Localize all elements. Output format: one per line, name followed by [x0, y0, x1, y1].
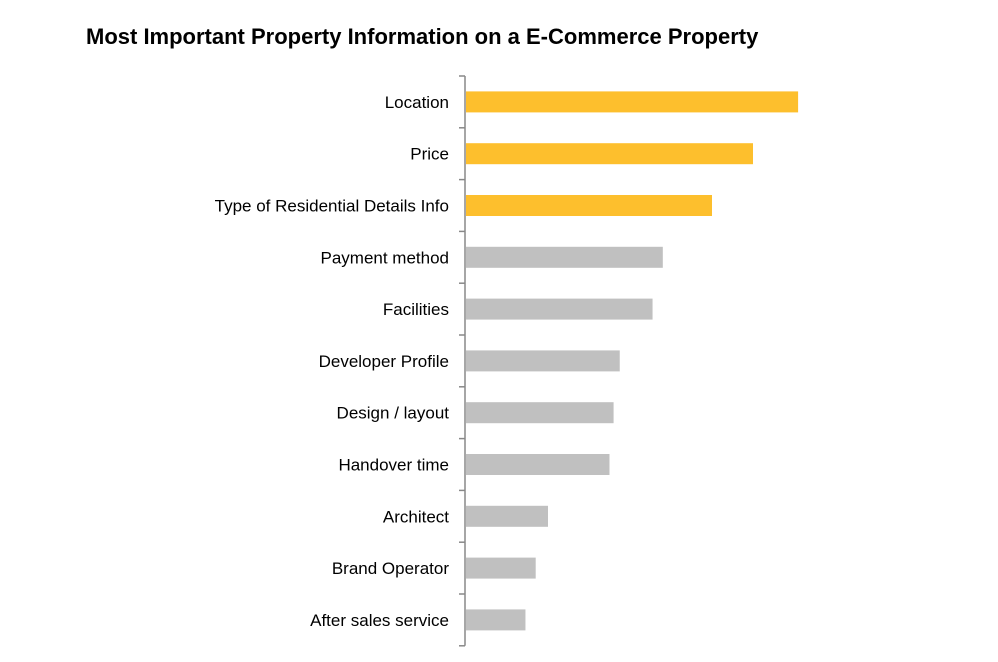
- bar-layer: [466, 91, 799, 631]
- category-label: Design / layout: [337, 404, 450, 423]
- bar-facilities: [466, 298, 653, 320]
- bar-price: [466, 143, 753, 165]
- category-label: Architect: [383, 507, 449, 526]
- category-label: Developer Profile: [319, 352, 449, 371]
- category-label: Handover time: [338, 456, 449, 475]
- bar-after-sales-service: [466, 609, 526, 631]
- axis-layer: [459, 75, 466, 647]
- bar-type-of-residential-details-info: [466, 195, 712, 216]
- bar-brand-operator: [466, 557, 536, 579]
- chart-title: Most Important Property Information on a…: [86, 24, 759, 49]
- bar-architect: [466, 505, 548, 527]
- bar-location: [466, 91, 799, 113]
- bar-handover-time: [466, 454, 610, 475]
- label-layer: Location Price Type of Residential Details…: [215, 93, 450, 630]
- category-label: Location: [385, 93, 449, 112]
- bar-developer-profile: [466, 350, 620, 372]
- category-label: Type of Residential Details Info: [215, 197, 449, 216]
- category-label: Price: [410, 145, 449, 164]
- bar-payment-method: [466, 246, 663, 268]
- category-label: Brand Operator: [332, 559, 450, 578]
- bar-design-layout: [466, 402, 614, 424]
- category-label: After sales service: [310, 611, 449, 630]
- category-label: Facilities: [383, 300, 449, 319]
- category-label: Payment method: [320, 248, 449, 267]
